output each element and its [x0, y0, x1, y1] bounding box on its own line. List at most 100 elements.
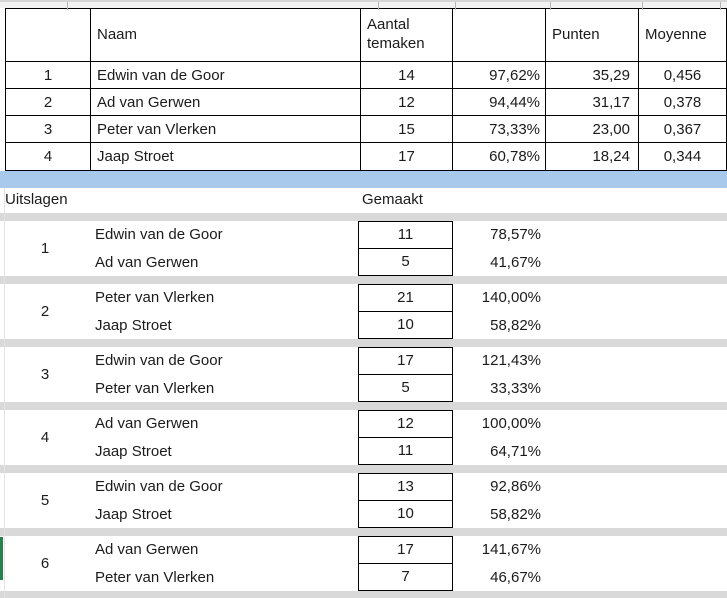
score-percentage: 64,71%: [490, 442, 541, 460]
rank-cell: 3: [6, 116, 91, 143]
score-box[interactable]: 10: [358, 311, 453, 339]
score-percentage: 100,00%: [481, 415, 541, 433]
match-player-row: Jaap Stroet 10 58,82%: [90, 311, 727, 339]
score-percentage: 58,82%: [490, 316, 541, 334]
standings-table: Naam Aantal temaken Punten Moyenne 1 Edw…: [5, 8, 727, 171]
match-player-row: Peter van Vlerken 21 140,00%: [90, 284, 727, 312]
score-percentage: 92,86%: [490, 478, 541, 496]
match-player-row: Edwin van de Goor 17 121,43%: [90, 347, 727, 375]
match-block: 3 Edwin van de Goor 17 121,43% Peter van…: [0, 347, 727, 402]
match-number: 6: [40, 555, 50, 572]
name-cell: Peter van Vlerken: [91, 116, 361, 143]
match-block: 4 Ad van Gerwen 12 100,00% Jaap Stroet 1…: [0, 410, 727, 465]
score-box[interactable]: 21: [358, 284, 453, 312]
aantal-cell: 15: [361, 116, 453, 143]
gridline: [642, 2, 643, 10]
sheet-edge-accent: [0, 537, 3, 580]
score-percentage: 58,82%: [490, 505, 541, 523]
match-player-row: Peter van Vlerken 5 33,33%: [90, 374, 727, 402]
standings-header-row: Naam Aantal temaken Punten Moyenne: [6, 9, 726, 62]
score-percentage: 33,33%: [490, 379, 541, 397]
match-block: 5 Edwin van de Goor 13 92,86% Jaap Stroe…: [0, 473, 727, 528]
score-box[interactable]: 17: [358, 536, 453, 564]
punten-cell: 23,00: [546, 116, 639, 143]
match-number: 1: [40, 240, 50, 257]
score-percentage: 141,67%: [481, 541, 541, 559]
section-separator-blue: [0, 171, 727, 188]
gridline: [455, 2, 456, 10]
score-box[interactable]: 10: [358, 500, 453, 528]
moyenne-cell: 0,456: [639, 62, 726, 89]
match-player-row: Jaap Stroet 10 58,82%: [90, 500, 727, 528]
gridline: [550, 2, 551, 10]
match-player-row: Ad van Gerwen 17 141,67%: [90, 536, 727, 564]
score-percentage: 41,67%: [490, 253, 541, 271]
match-separator: [0, 339, 727, 347]
score-box[interactable]: 11: [358, 437, 453, 465]
score-box[interactable]: 7: [358, 563, 453, 591]
aantal-cell: 17: [361, 143, 453, 170]
score-percentage: 140,00%: [481, 289, 541, 307]
match-block: 2 Peter van Vlerken 21 140,00% Jaap Stro…: [0, 284, 727, 339]
uitslagen-title: Uitslagen: [5, 191, 68, 208]
moyenne-cell: 0,378: [639, 89, 726, 116]
name-cell: Jaap Stroet: [91, 143, 361, 170]
col-header-punten: Punten: [546, 9, 639, 62]
player-name: Edwin van de Goor: [95, 352, 223, 370]
match-player-row: Edwin van de Goor 11 78,57%: [90, 221, 727, 249]
col-header-rank: [6, 9, 91, 62]
score-box[interactable]: 5: [358, 248, 453, 276]
standings-row: 2 Ad van Gerwen 12 94,44% 31,17 0,378: [6, 89, 726, 116]
match-separator: [0, 213, 727, 221]
pct-cell: 97,62%: [453, 62, 546, 89]
rank-cell: 1: [6, 62, 91, 89]
match-separator: [0, 465, 727, 473]
gemaakt-label: Gemaakt: [362, 191, 423, 208]
player-name: Ad van Gerwen: [95, 541, 199, 559]
match-block: 6 Ad van Gerwen 17 141,67% Peter van Vle…: [0, 536, 727, 591]
moyenne-cell: 0,344: [663, 148, 702, 165]
player-name: Jaap Stroet: [95, 505, 172, 523]
bottom-separator: [0, 591, 727, 598]
match-separator: [0, 402, 727, 410]
match-number: 3: [40, 366, 50, 383]
score-box[interactable]: 13: [358, 473, 453, 501]
player-name: Peter van Vlerken: [95, 289, 215, 307]
score-box[interactable]: 5: [358, 374, 453, 402]
score-box[interactable]: 12: [358, 410, 453, 438]
pct-cell: 60,78%: [453, 143, 546, 170]
col-header-moyenne: Moyenne: [639, 9, 726, 62]
gridline: [720, 2, 721, 10]
match-number: 4: [40, 429, 50, 446]
col-header-naam: Naam: [91, 9, 361, 62]
punten-cell: 35,29: [546, 62, 639, 89]
name-cell: Edwin van de Goor: [91, 62, 361, 89]
match-player-row: Peter van Vlerken 7 46,67%: [90, 563, 727, 591]
aantal-cell: 14: [361, 62, 453, 89]
player-name: Ad van Gerwen: [95, 253, 199, 271]
match-separator: [0, 276, 727, 284]
match-player-row: Ad van Gerwen 5 41,67%: [90, 248, 727, 276]
standings-row: 4 Jaap Stroet 17 60,78% 18,24 0,344: [6, 143, 726, 170]
aantal-cell: 12: [361, 89, 453, 116]
match-number: 2: [40, 303, 50, 320]
match-block: 1 Edwin van de Goor 11 78,57% Ad van Ger…: [0, 221, 727, 276]
score-percentage: 121,43%: [481, 352, 541, 370]
player-name: Jaap Stroet: [95, 316, 172, 334]
score-box[interactable]: 17: [358, 347, 453, 375]
col-header-aantal-temaken: Aantal temaken: [361, 9, 453, 62]
player-name: Ad van Gerwen: [95, 415, 199, 433]
results-header: Uitslagen Gemaakt: [0, 188, 727, 213]
sheet-row-above: [0, 0, 727, 10]
pct-cell: 73,33%: [453, 116, 546, 143]
match-separator: [0, 528, 727, 536]
player-name: Jaap Stroet: [95, 442, 172, 460]
standings-row: 1 Edwin van de Goor 14 97,62% 35,29 0,45…: [6, 62, 726, 89]
match-player-row: Edwin van de Goor 13 92,86%: [90, 473, 727, 501]
matches-list: 1 Edwin van de Goor 11 78,57% Ad van Ger…: [0, 213, 727, 591]
player-name: Peter van Vlerken: [95, 568, 215, 586]
standings-rows: 1 Edwin van de Goor 14 97,62% 35,29 0,45…: [6, 62, 726, 170]
moyenne-cell: 0,367: [639, 116, 726, 143]
score-box[interactable]: 11: [358, 221, 453, 249]
score-percentage: 78,57%: [490, 226, 541, 244]
